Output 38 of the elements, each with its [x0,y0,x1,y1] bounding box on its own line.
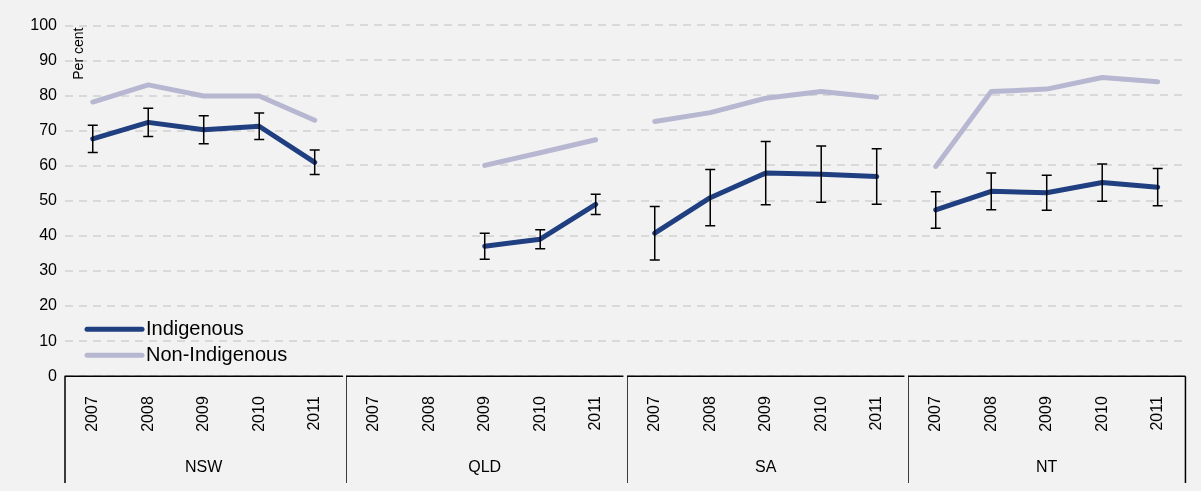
x-tick-label: 2009 [756,396,774,432]
y-tick-label: 30 [39,261,58,279]
y-tick-label: 20 [39,296,58,314]
x-tick-label: 2011 [586,396,604,431]
y-tick-label: 60 [39,156,58,174]
y-tick-label: 80 [39,86,58,104]
x-tick-label: 2010 [530,396,548,432]
x-tick-label: 2008 [700,396,718,432]
x-tick-label: 2011 [867,396,885,431]
x-tick-label: 2010 [1092,396,1110,432]
x-tick-label: 2008 [981,396,999,432]
y-tick-label: 10 [39,331,58,349]
y-tick-label: 50 [39,191,58,209]
y-axis-title: Per cent [69,27,86,80]
x-axis-title: SA [755,457,777,475]
x-tick-label: 2011 [305,396,323,431]
y-tick-label: 70 [39,121,58,139]
x-tick-label: 2008 [419,396,437,432]
x-tick-label: 2008 [138,396,156,432]
x-tick-label: 2011 [1148,396,1166,431]
x-tick-label: 2010 [811,396,829,432]
x-tick-label: 2009 [475,396,493,432]
x-axis-title: QLD [468,457,502,475]
y-tick-label: 100 [30,16,58,34]
x-tick-label: 2007 [364,396,382,432]
x-axis-title: NSW [185,457,224,475]
y-tick-label: 0 [48,366,58,384]
x-tick-label: 2009 [194,396,212,432]
legend-label: Indigenous [146,316,244,339]
legend-label: Non-Indigenous [146,342,288,365]
y-tick-label: 90 [39,51,58,69]
x-tick-label: 2010 [249,396,267,432]
y-tick-label: 40 [39,226,58,244]
x-tick-label: 2007 [645,396,663,432]
x-axis-title: NT [1036,457,1058,475]
x-tick-label: 2007 [83,396,101,432]
x-tick-label: 2009 [1037,396,1055,432]
x-tick-label: 2007 [926,396,944,432]
